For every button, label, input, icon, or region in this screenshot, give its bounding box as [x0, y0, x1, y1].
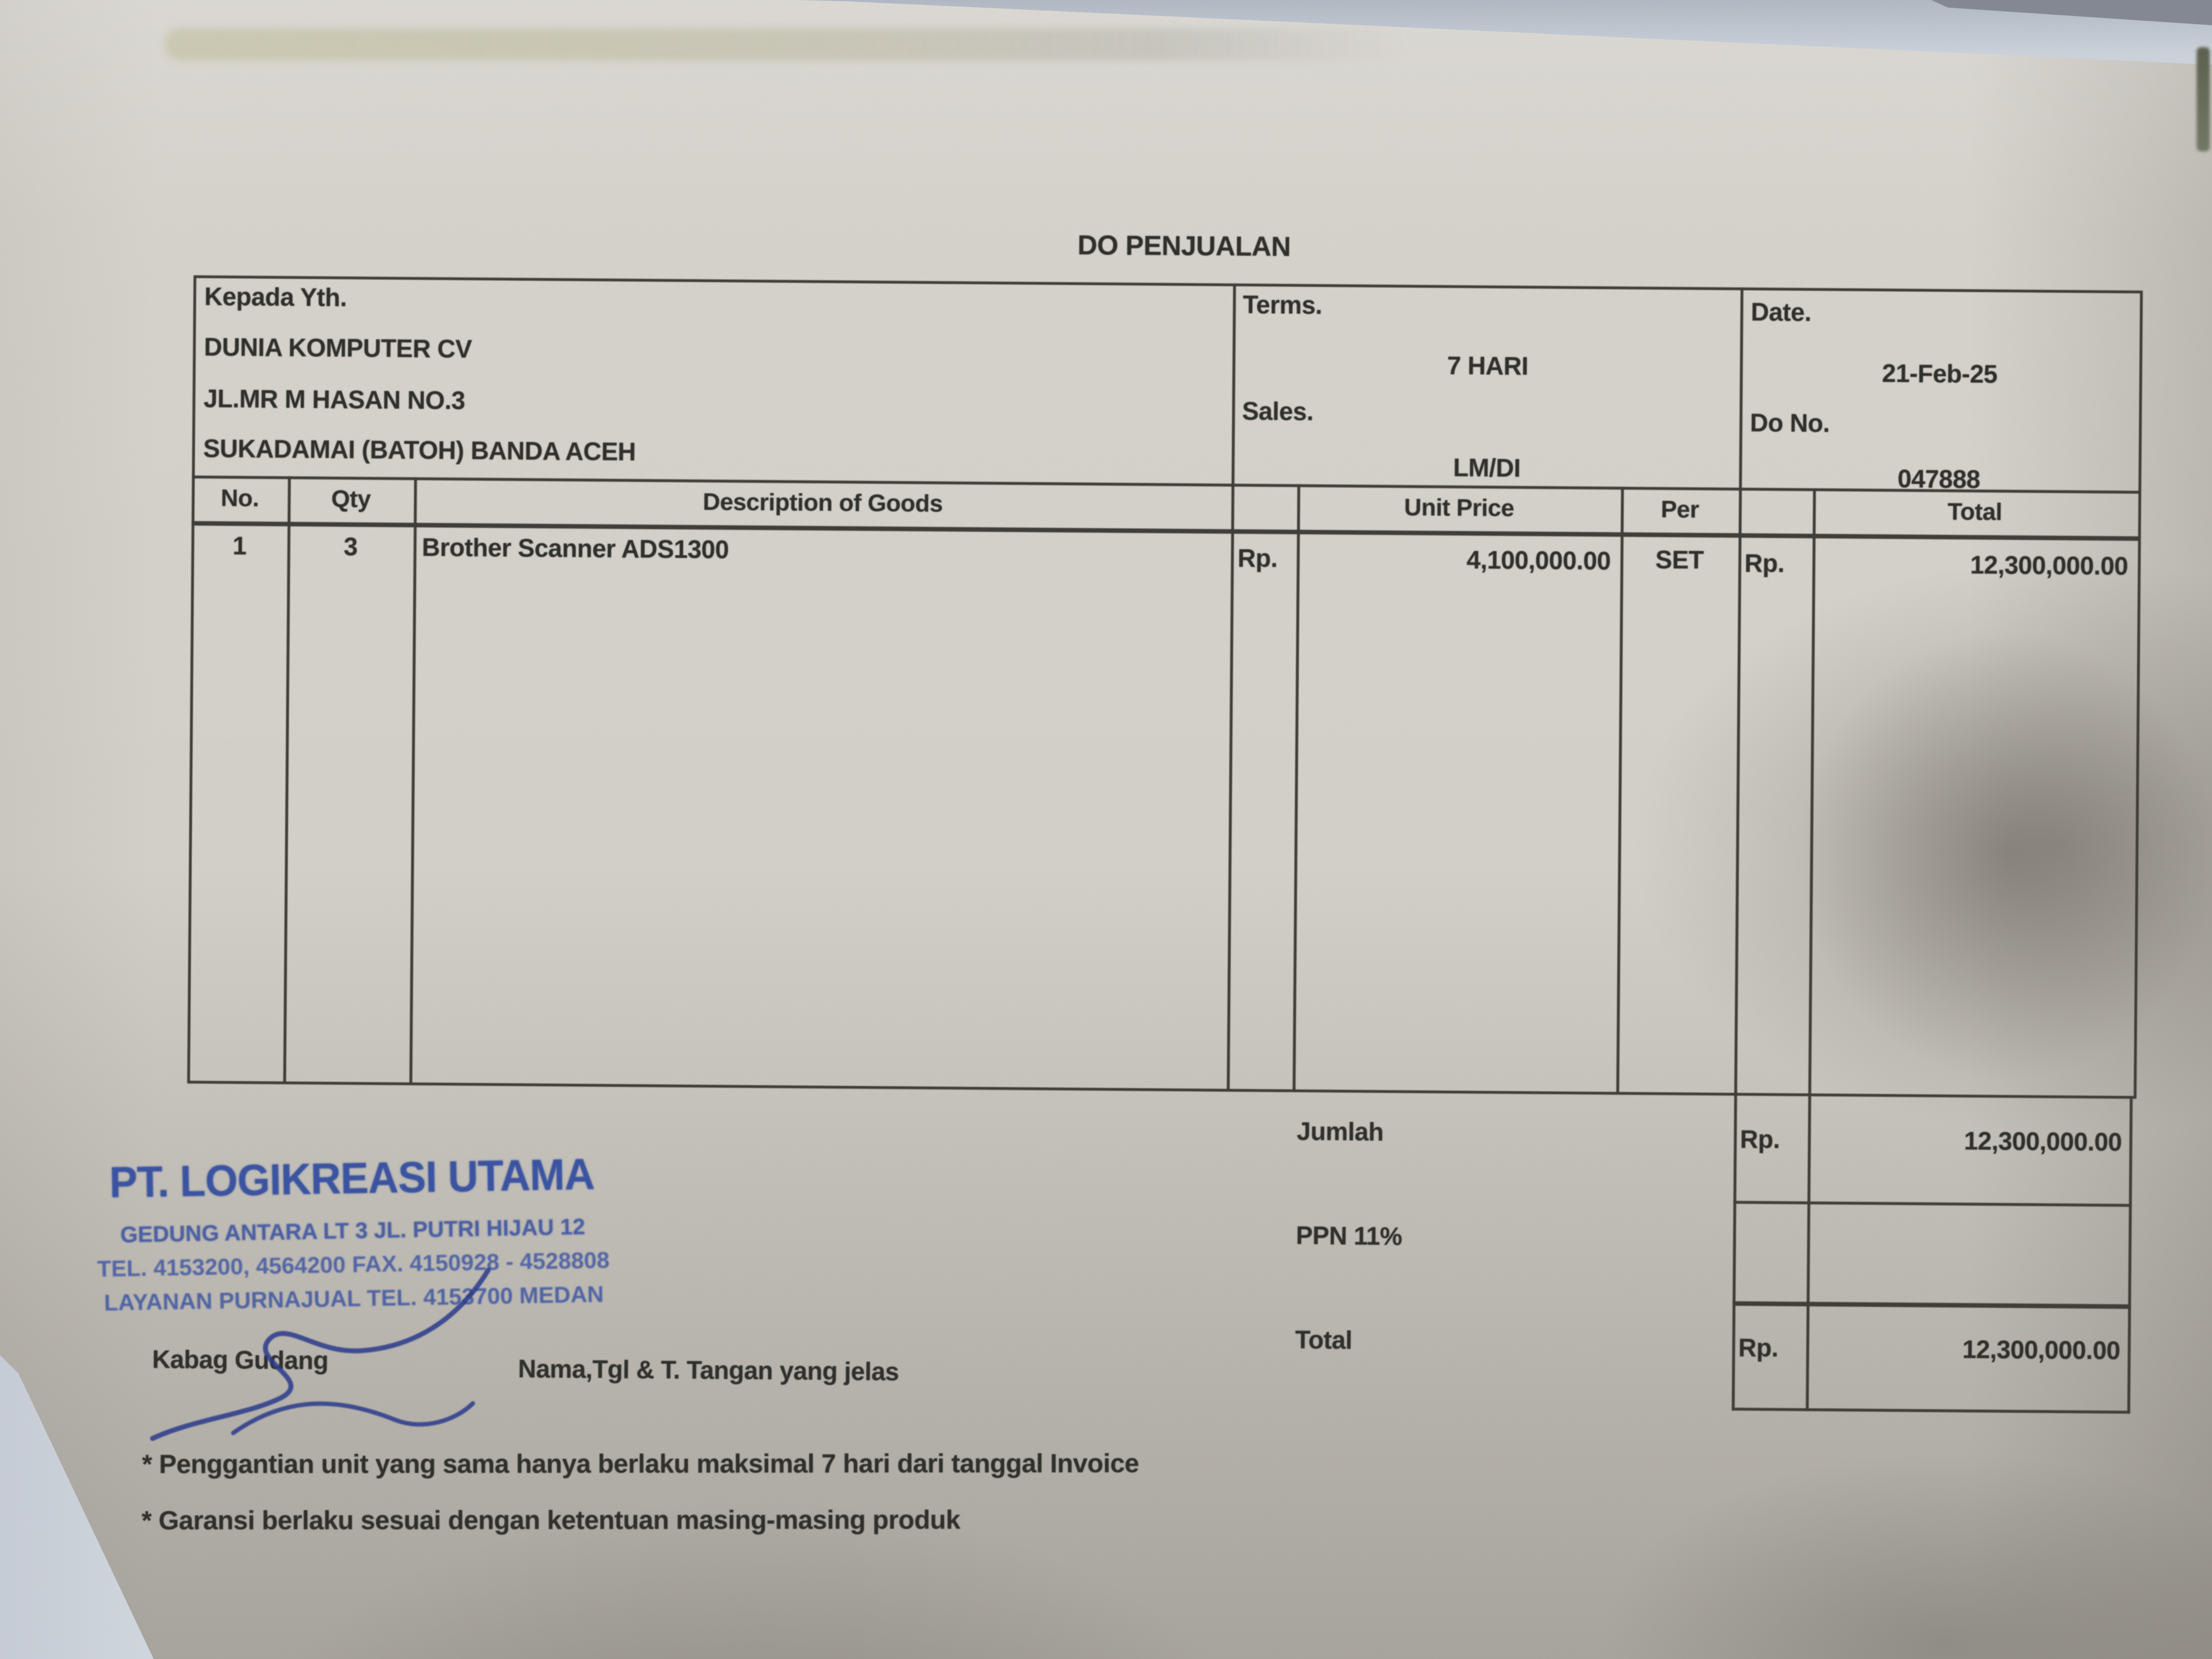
sales-value: LM/DI — [1453, 453, 1521, 482]
row-total: 12,300,000.00 — [1970, 550, 2129, 580]
kepada-label: Kepada Yth. — [204, 282, 347, 312]
note-replacement-policy: * Penggantian unit yang sama hanya berla… — [142, 1449, 1139, 1480]
note-warranty-policy: * Garansi berlaku sesuai dengan ketentua… — [142, 1505, 961, 1536]
jumlah-value: 12,300,000.00 — [1963, 1126, 2122, 1156]
total-label: Total — [1295, 1325, 1352, 1355]
totals-rule-3 — [1731, 1407, 2130, 1414]
row-total-currency: Rp. — [1744, 549, 1785, 578]
ppn-value — [1807, 1229, 2121, 1231]
row-description: Brother Scanner ADS1300 — [421, 533, 729, 564]
totals-rule-1 — [1733, 1201, 2132, 1207]
row-unit-price: 4,100,000.00 — [1466, 545, 1611, 575]
terms-label: Terms. — [1243, 290, 1323, 320]
totals-box-left — [1731, 1093, 1737, 1411]
nama-ttd-label: Nama,Tgl & T. Tangan yang jelas — [518, 1354, 899, 1386]
col-header-no: No. — [221, 484, 259, 512]
stamp-company-name: PT. LOGIKREASI UTAMA — [109, 1149, 595, 1207]
col-header-total: Total — [1947, 498, 2002, 526]
total-value: 12,300,000.00 — [1962, 1335, 2120, 1365]
jumlah-label: Jumlah — [1296, 1116, 1384, 1146]
sales-label: Sales. — [1242, 396, 1314, 426]
totals-box-right — [2127, 1096, 2133, 1414]
customer-address-1: JL.MR M HASAN NO.3 — [203, 384, 465, 415]
customer-address-2: SUKADAMAI (BATOH) BANDA ACEH — [203, 434, 636, 466]
total-currency: Rp. — [1738, 1333, 1779, 1362]
col-header-per: Per — [1661, 495, 1700, 523]
signature-scribble — [150, 1267, 491, 1441]
document-title: DO PENJUALAN — [1077, 229, 1291, 262]
do-no-label: Do No. — [1750, 408, 1830, 438]
stamp-address: GEDUNG ANTARA LT 3 JL. PUTRI HIJAU 12 — [120, 1214, 585, 1248]
do-no-value: 047888 — [1897, 464, 1980, 494]
col-header-qty: Qty — [331, 485, 371, 513]
row-per: SET — [1655, 545, 1704, 574]
jumlah-currency: Rp. — [1740, 1125, 1780, 1154]
terms-value: 7 HARI — [1447, 351, 1528, 381]
main-table-border — [187, 275, 2143, 1099]
totals-rule-2 — [1733, 1301, 2131, 1309]
date-label: Date. — [1751, 297, 1812, 327]
row-currency: Rp. — [1237, 543, 1278, 573]
date-value: 21-Feb-25 — [1882, 359, 1997, 388]
row-qty: 3 — [343, 532, 358, 561]
col-header-unit-price: Unit Price — [1404, 494, 1515, 522]
row-no: 1 — [232, 531, 247, 560]
customer-name: DUNIA KOMPUTER CV — [204, 332, 472, 363]
ppn-label: PPN 11% — [1295, 1221, 1402, 1251]
